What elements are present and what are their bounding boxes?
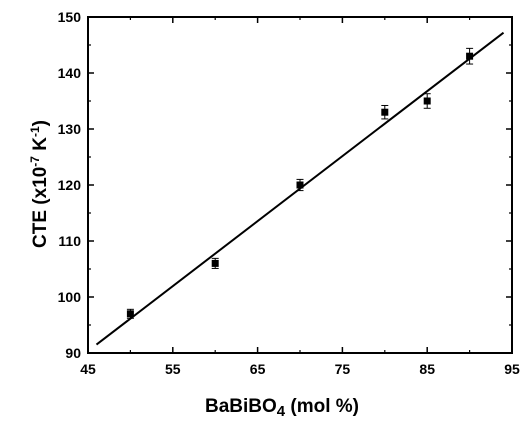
x-tick-label: 85 [419, 361, 435, 377]
x-axis-label: BaBiBO4 (mol %) [205, 396, 359, 420]
x-tick-label: 55 [165, 361, 181, 377]
plot-marks [95, 31, 505, 346]
y-tick-label: 120 [58, 177, 82, 193]
data-point [466, 52, 474, 60]
y-tick-label: 90 [65, 345, 81, 361]
x-tick-label: 45 [80, 361, 96, 377]
x-tick-label: 65 [250, 361, 266, 377]
axis-ticks: 45 55 65 75 85 95 90 100 110 120 130 140 150 [58, 9, 520, 377]
y-tick-label: 150 [58, 9, 82, 25]
x-axis-label-main: BaBiBO [205, 396, 277, 417]
y-axis-label: CTE (x10-7 K-1) [28, 120, 51, 248]
data-point [126, 310, 134, 318]
x-axis-label-suffix: (mol %) [285, 396, 359, 417]
data-point [211, 259, 219, 267]
y-axis-label-sup2: -1 [28, 126, 42, 137]
y-axis-label-sup1: -7 [28, 156, 42, 167]
data-point [381, 108, 389, 116]
y-tick-label: 140 [58, 65, 82, 81]
x-axis-label-subscript: 4 [277, 403, 286, 420]
data-point [296, 181, 304, 189]
y-tick-label: 100 [58, 289, 82, 305]
y-tick-label: 130 [58, 121, 82, 137]
data-point [423, 97, 431, 105]
y-tick-label: 110 [58, 233, 81, 249]
x-tick-label: 95 [504, 361, 520, 377]
y-axis-label-mid: K [30, 137, 51, 156]
y-axis-label-suffix: ) [30, 120, 51, 126]
y-axis-label-prefix: CTE (x10 [30, 167, 51, 248]
x-tick-label: 75 [335, 361, 351, 377]
